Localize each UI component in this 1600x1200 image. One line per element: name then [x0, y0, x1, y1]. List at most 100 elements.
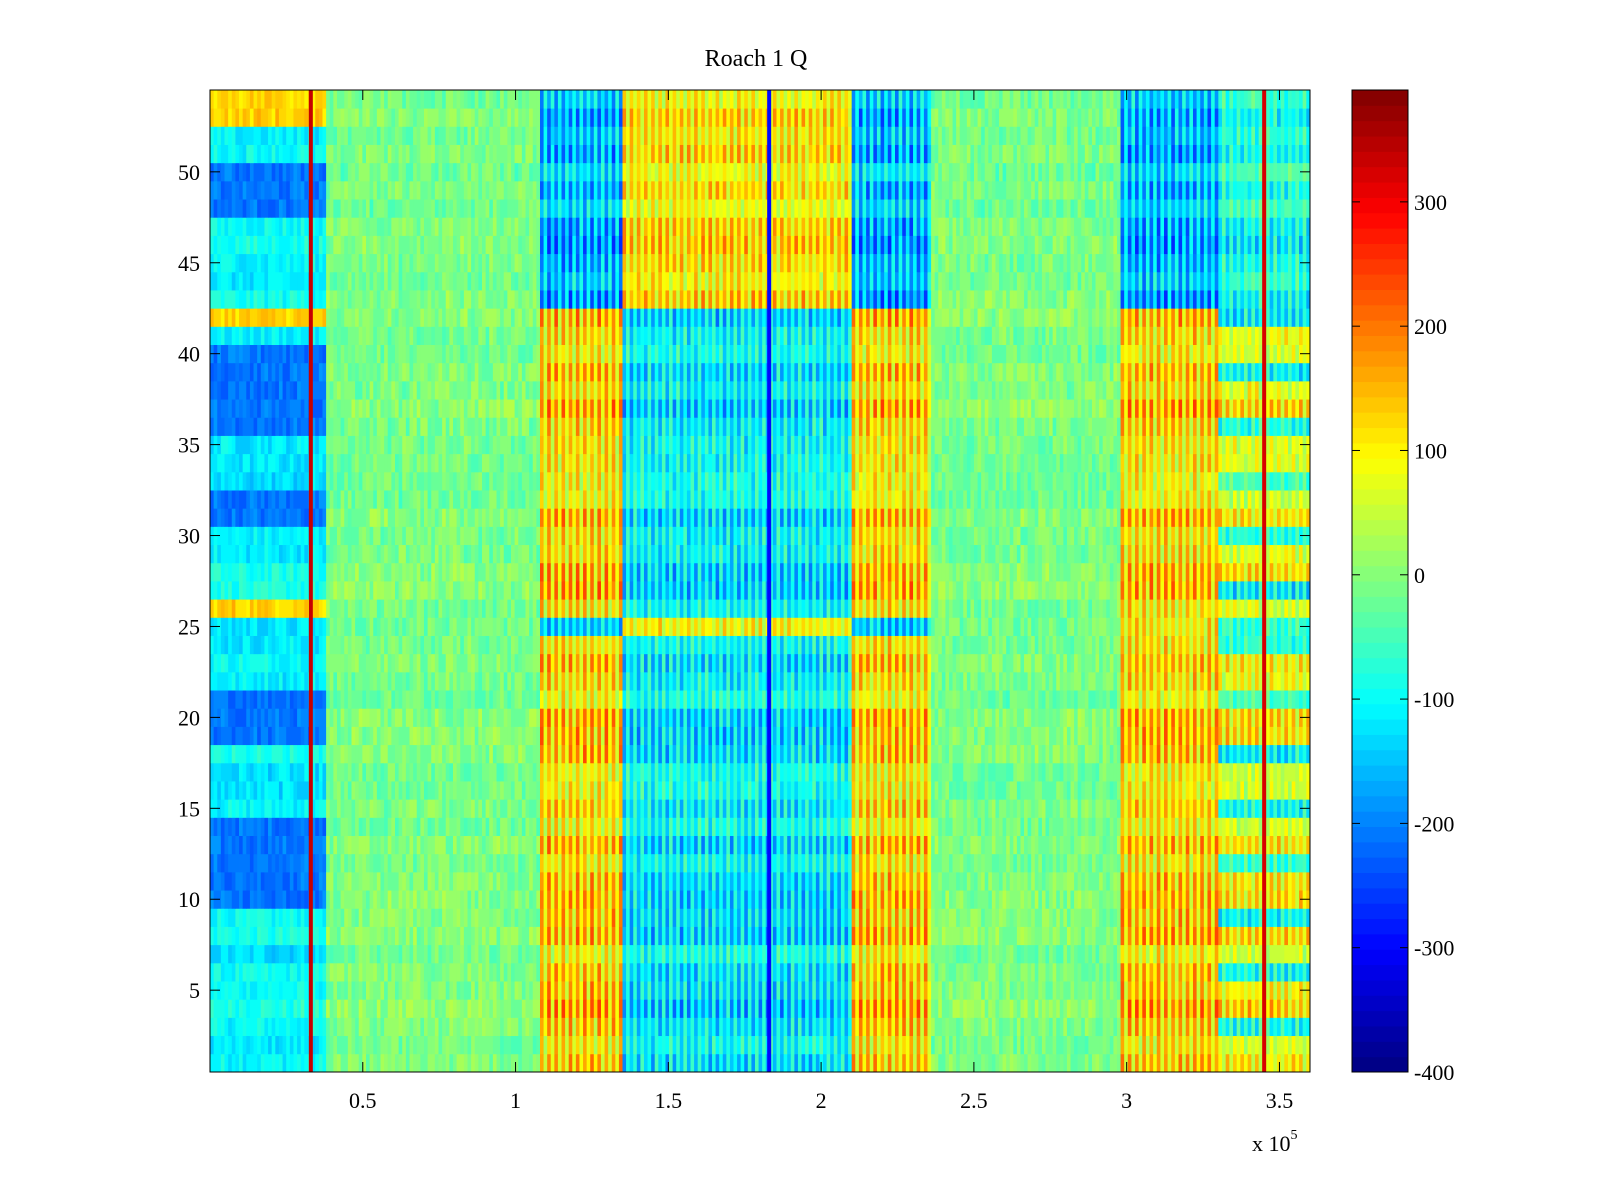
heatmap-cell — [220, 108, 225, 127]
heatmap-cell — [257, 1035, 262, 1055]
heatmap-cell — [300, 126, 305, 145]
heatmap-cell — [611, 1035, 616, 1055]
heatmap-cell — [507, 1035, 512, 1055]
heatmap-cell — [289, 1035, 294, 1055]
heatmap-cell — [293, 599, 298, 618]
heatmap-cell — [503, 890, 508, 909]
heatmap-cell — [289, 126, 294, 145]
heatmap-cell — [373, 526, 378, 546]
heatmap-cell — [380, 853, 385, 873]
heatmap-cell — [369, 671, 374, 691]
heatmap-cell — [242, 781, 247, 800]
heatmap-cell — [329, 999, 334, 1018]
heatmap-cell — [268, 799, 273, 818]
heatmap-cell — [347, 908, 352, 927]
heatmap-cell — [402, 126, 407, 145]
heatmap-cell — [521, 671, 526, 691]
heatmap-cell — [358, 199, 363, 218]
heatmap-cell — [485, 944, 490, 964]
heatmap-cell — [503, 308, 508, 327]
heatmap-cell — [369, 581, 374, 600]
heatmap-cell — [460, 108, 465, 127]
heatmap-cell — [228, 635, 233, 655]
heatmap-cell — [431, 417, 436, 436]
heatmap-cell — [525, 399, 530, 418]
heatmap-cell — [365, 962, 371, 982]
heatmap-cell — [315, 890, 320, 909]
heatmap-cell — [278, 635, 283, 655]
heatmap-cell — [355, 126, 360, 145]
heatmap-cell — [235, 162, 240, 182]
heatmap-cell — [336, 999, 342, 1018]
heatmap-cell — [500, 617, 505, 636]
heatmap-cell — [249, 308, 254, 327]
heatmap-cell — [518, 326, 523, 345]
heatmap-cell — [405, 653, 410, 673]
heatmap-cell — [336, 271, 342, 291]
heatmap-cell — [239, 271, 244, 291]
heatmap-cell — [289, 799, 294, 818]
heatmap-cell — [402, 490, 407, 509]
heatmap-cell — [231, 581, 236, 600]
heatmap-cell — [482, 562, 487, 582]
heatmap-cell — [463, 999, 468, 1018]
heatmap-cell — [358, 217, 363, 236]
heatmap-cell — [463, 781, 468, 800]
heatmap-cell — [442, 962, 447, 982]
heatmap-cell — [231, 235, 236, 255]
heatmap-cell — [373, 653, 378, 673]
heatmap-cell — [246, 235, 251, 255]
heatmap-cell — [456, 180, 461, 200]
heatmap-cell — [358, 108, 363, 127]
heatmap-cell — [329, 726, 334, 746]
heatmap-cell — [362, 380, 367, 400]
heatmap-cell — [231, 508, 236, 527]
heatmap-cell — [416, 690, 421, 709]
heatmap-cell — [365, 162, 371, 182]
heatmap-cell — [416, 708, 421, 727]
heatmap-cell — [286, 908, 291, 927]
heatmap-cell — [536, 671, 541, 691]
heatmap-cell — [351, 599, 356, 618]
heatmap-cell — [293, 871, 298, 891]
heatmap-cell — [264, 744, 269, 764]
heatmap-cell — [220, 1017, 225, 1037]
heatmap-cell — [452, 90, 458, 109]
heatmap-cell — [543, 999, 548, 1018]
heatmap-cell — [384, 890, 389, 909]
heatmap-cell — [369, 871, 374, 891]
heatmap-cell — [347, 617, 352, 636]
heatmap-cell — [431, 490, 436, 509]
heatmap-cell — [376, 326, 381, 345]
heatmap-cell — [391, 308, 396, 327]
heatmap-cell — [369, 144, 374, 164]
heatmap-cell — [358, 908, 363, 927]
heatmap-cell — [511, 944, 516, 964]
heatmap-cell — [449, 399, 454, 418]
heatmap-cell — [416, 799, 421, 818]
heatmap-cell — [264, 544, 269, 564]
heatmap-cell — [511, 362, 516, 382]
heatmap-cell — [482, 726, 487, 746]
heatmap-cell — [311, 235, 316, 255]
heatmap-cell — [423, 144, 429, 164]
heatmap-cell — [384, 399, 389, 418]
heatmap-cell — [286, 726, 291, 746]
heatmap-cell — [369, 853, 374, 873]
heatmap-cell — [336, 581, 342, 600]
heatmap-cell — [373, 235, 378, 255]
heatmap-cell — [333, 162, 338, 182]
heatmap-cell — [536, 362, 541, 382]
heatmap-cell — [427, 526, 432, 546]
heatmap-cell — [442, 490, 447, 509]
heatmap-cell — [369, 781, 374, 800]
heatmap-cell — [275, 526, 280, 546]
heatmap-cell — [228, 180, 233, 200]
heatmap-cell — [315, 908, 320, 927]
heatmap-cell — [489, 526, 494, 546]
heatmap-cell — [449, 908, 454, 927]
heatmap-cell — [518, 180, 523, 200]
heatmap-cell — [391, 126, 396, 145]
heatmap-cell — [373, 962, 378, 982]
heatmap-cell — [268, 762, 273, 782]
